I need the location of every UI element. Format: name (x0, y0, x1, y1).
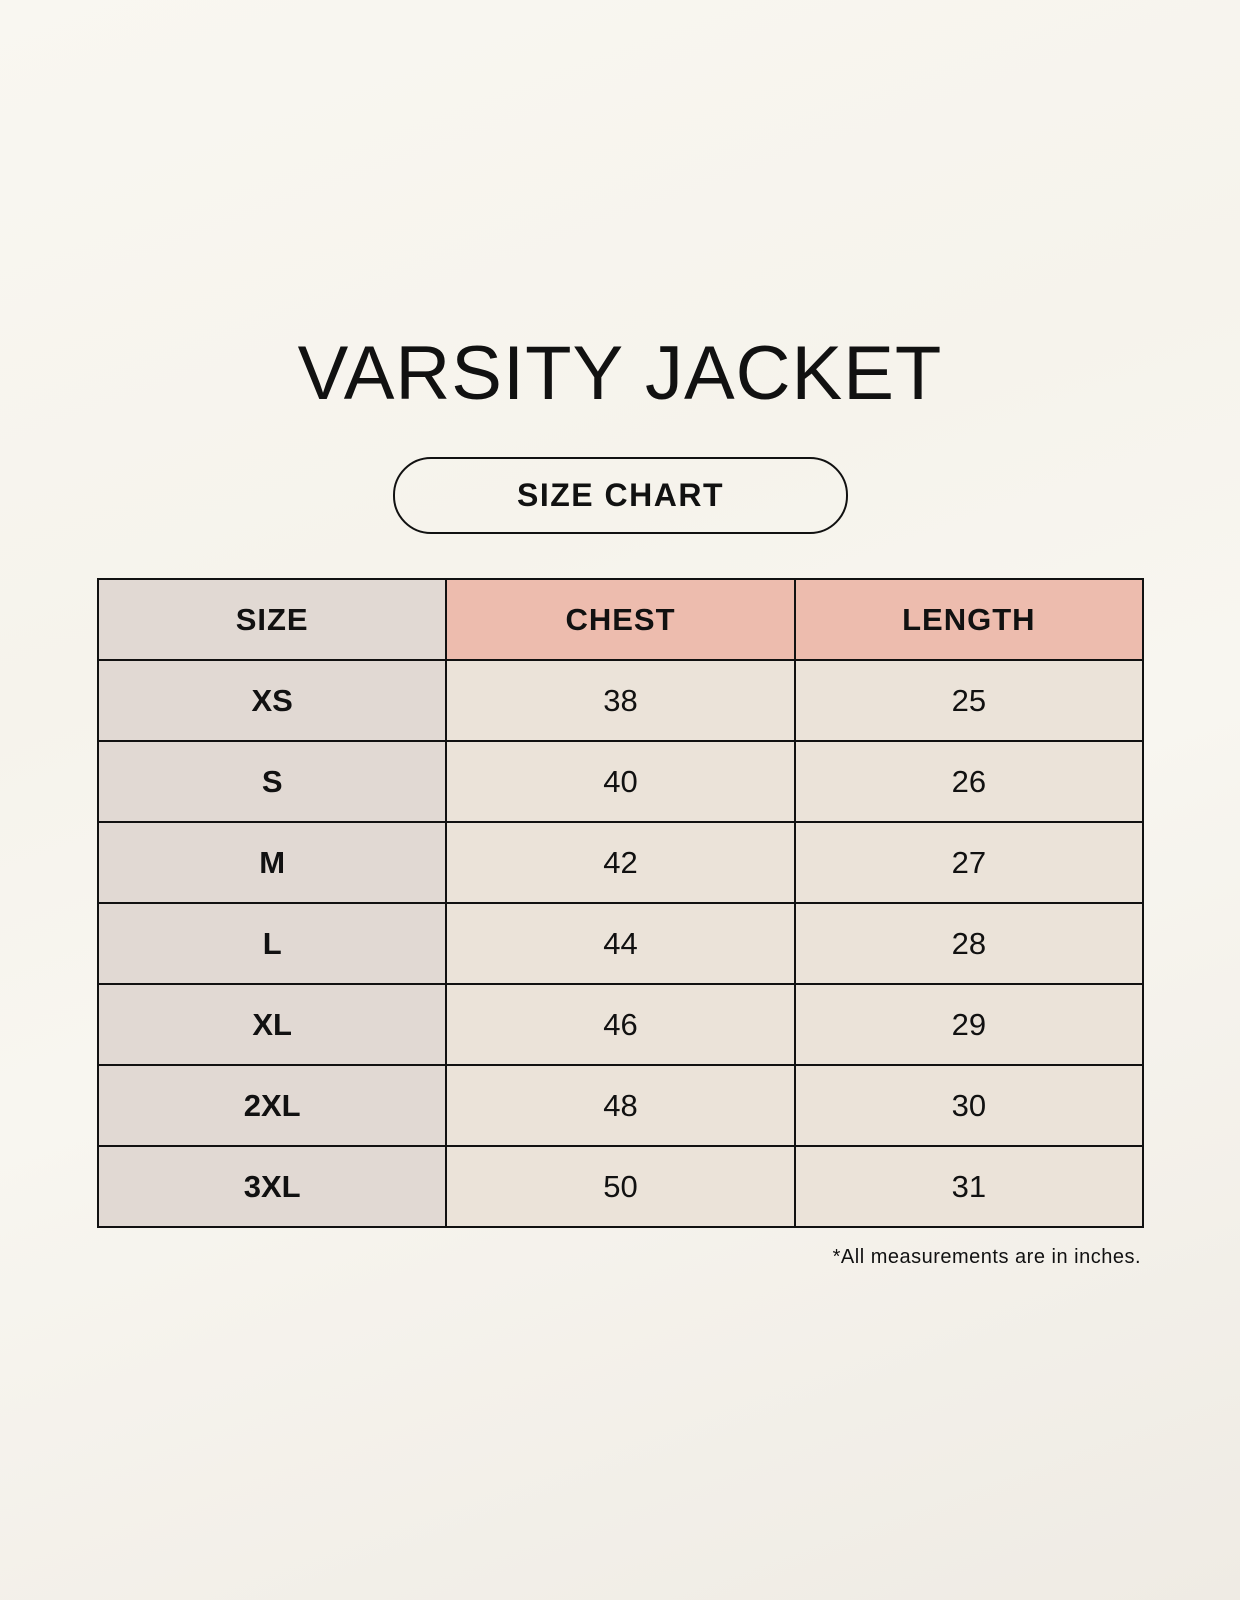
cell-chest: 42 (445, 821, 796, 904)
cell-size: XS (96, 659, 448, 742)
header-chest: CHEST (445, 578, 796, 661)
cell-length: 25 (793, 659, 1145, 742)
cell-chest: 46 (445, 983, 796, 1066)
cell-length: 26 (793, 740, 1145, 823)
cell-chest: 40 (445, 740, 796, 823)
cell-size: L (96, 902, 448, 985)
table-row: XS 38 25 (96, 659, 1145, 742)
cell-length: 29 (793, 983, 1145, 1066)
page-title: VARSITY JACKET (297, 331, 943, 416)
cell-length: 31 (793, 1145, 1145, 1228)
table-row: M 42 27 (96, 821, 1145, 904)
cell-chest: 50 (445, 1145, 796, 1228)
cell-length: 27 (793, 821, 1145, 904)
cell-size: M (96, 821, 448, 904)
table-row: XL 46 29 (96, 983, 1145, 1066)
table-row: S 40 26 (96, 740, 1145, 823)
cell-size: XL (96, 983, 448, 1066)
cell-chest: 48 (445, 1064, 796, 1147)
cell-length: 28 (793, 902, 1145, 985)
header-size: SIZE (96, 578, 448, 661)
cell-chest: 38 (445, 659, 796, 742)
cell-size: S (96, 740, 448, 823)
table-row: 3XL 50 31 (96, 1145, 1145, 1228)
table-row: L 44 28 (96, 902, 1145, 985)
footnote: *All measurements are in inches. (832, 1246, 1141, 1268)
cell-size: 3XL (96, 1145, 448, 1228)
table-header-row: SIZE CHEST LENGTH (96, 578, 1145, 661)
header-length: LENGTH (793, 578, 1145, 661)
table-row: 2XL 48 30 (96, 1064, 1145, 1147)
size-chart-table: SIZE CHEST LENGTH XS 38 25 S 40 26 M 42 27 L 44 28 X… (96, 578, 1145, 1228)
cell-length: 30 (793, 1064, 1145, 1147)
size-chart-badge: SIZE CHART (393, 457, 848, 534)
cell-size: 2XL (96, 1064, 448, 1147)
cell-chest: 44 (445, 902, 796, 985)
